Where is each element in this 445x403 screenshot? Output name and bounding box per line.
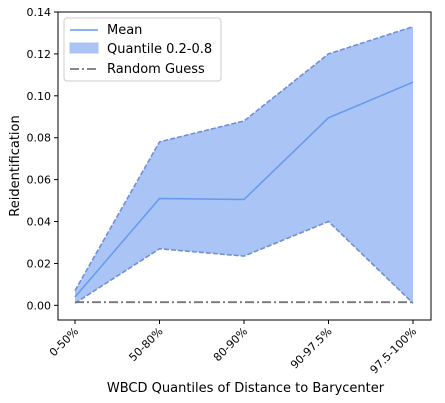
y-axis-label: Reidentification <box>8 115 23 216</box>
plot-area <box>74 25 414 304</box>
legend-box <box>63 17 222 82</box>
legend-mean-label: Mean <box>107 23 142 38</box>
x-axis: 0-50% 50-80% 80-90% 90-97.5% 97.5-100% <box>47 320 419 376</box>
y-tick-label: 0.14 <box>27 6 52 19</box>
x-tick-label: 0-50% <box>47 325 81 359</box>
legend-random-label: Random Guess <box>107 62 205 77</box>
mean-line <box>74 81 414 298</box>
x-tick-label: 80-90% <box>211 325 250 364</box>
quantile-upper-line <box>74 25 414 292</box>
quantile-lower-line <box>74 220 414 304</box>
y-tick-label: 0.12 <box>27 48 52 61</box>
y-tick-label: 0.10 <box>27 90 52 103</box>
y-tick-label: 0.08 <box>27 132 52 145</box>
x-axis-label: WBCD Quantiles of Distance to Barycenter <box>107 381 385 396</box>
x-tick-label: 90-97.5% <box>288 325 335 372</box>
y-tick-label: 0.02 <box>27 257 52 270</box>
legend: Mean Quantile 0.2-0.8 Random Guess <box>63 17 222 82</box>
x-tick-label: 97.5-100% <box>368 325 420 377</box>
quantile-band <box>75 26 413 304</box>
legend-band-label: Quantile 0.2-0.8 <box>107 42 212 57</box>
y-tick-label: 0.06 <box>27 174 52 187</box>
legend-band-swatch <box>69 42 99 54</box>
x-tick-label: 50-80% <box>126 325 165 364</box>
y-tick-label: 0.00 <box>27 299 52 312</box>
y-axis: 0.00 0.02 0.04 0.06 0.08 0.10 0.12 0.14 <box>27 6 58 312</box>
y-tick-label: 0.04 <box>27 216 52 229</box>
